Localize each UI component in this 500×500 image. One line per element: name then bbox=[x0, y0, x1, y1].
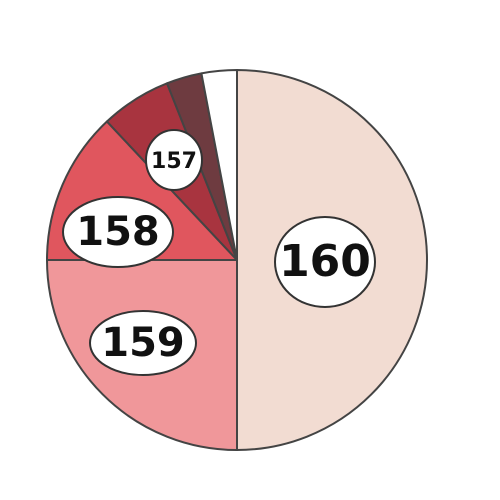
label-bubble bbox=[62, 196, 174, 268]
label-bubble bbox=[145, 129, 203, 191]
label-bubble bbox=[274, 216, 376, 308]
slice-label: 159 bbox=[101, 320, 185, 366]
label-bubble bbox=[89, 310, 197, 376]
slice-label: 157 bbox=[151, 149, 197, 174]
pie-slice bbox=[200, 69, 238, 261]
slice-label: 160 bbox=[279, 236, 371, 287]
slice-label: 158 bbox=[76, 209, 160, 255]
